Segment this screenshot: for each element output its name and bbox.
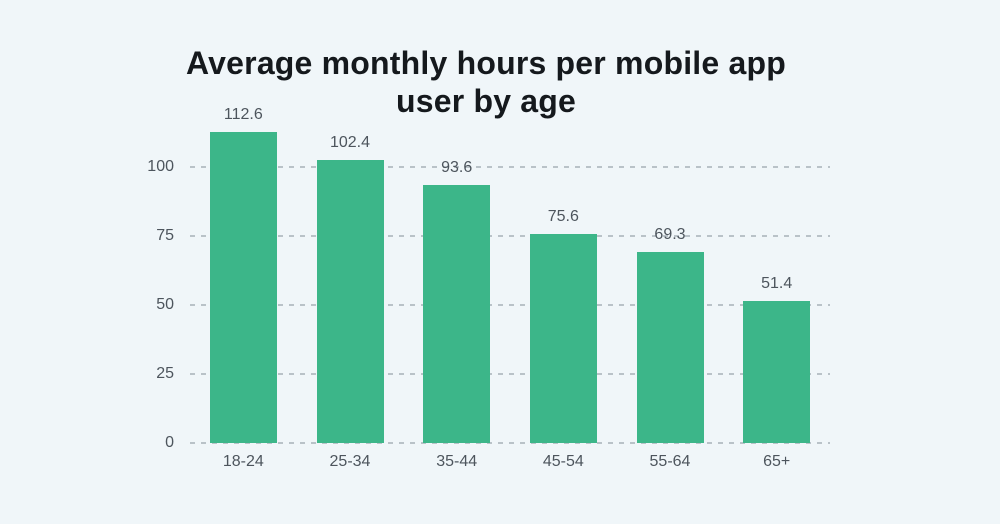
bar-35-44: [423, 184, 491, 443]
y-axis-tick-label: 75: [156, 227, 174, 244]
bar-value-label: 75.6: [547, 208, 579, 226]
x-axis-category-label: 45-54: [542, 453, 584, 470]
bar-value-label: 112.6: [223, 106, 263, 124]
y-axis-tick-label: 50: [156, 296, 174, 313]
bar-18-24: [209, 132, 277, 443]
chart-title-line-1: Average monthly hours per mobile app: [186, 45, 786, 81]
bar-value-label: 69.3: [654, 225, 686, 243]
chart-title: Average monthly hours per mobile app user…: [0, 44, 972, 120]
bar-65+: [743, 301, 811, 443]
gridline-75: [190, 235, 830, 237]
x-axis-category-label: 35-44: [436, 453, 478, 470]
x-axis-category-label: 25-34: [329, 453, 371, 470]
y-axis-tick-label: 25: [156, 365, 174, 382]
x-axis-category-label: 55-64: [649, 453, 691, 470]
bar-55-64: [636, 251, 704, 443]
gridline-100: [190, 166, 830, 168]
bar-value-label: 102.4: [329, 134, 371, 152]
gridline-50: [190, 304, 830, 306]
bar-25-34: [316, 160, 384, 443]
gridline-0: [190, 442, 830, 444]
y-axis-tick-label: 0: [165, 434, 174, 451]
y-axis-tick-label: 100: [147, 158, 174, 175]
bar-value-label: 93.6: [441, 158, 473, 176]
x-axis-category-label: 65+: [763, 453, 791, 470]
bar-45-54: [529, 234, 597, 443]
gridline-25: [190, 373, 830, 375]
x-axis-category-label: 18-24: [222, 453, 264, 470]
bar-value-label: 51.4: [761, 275, 793, 293]
chart-title-line-2: user by age: [395, 83, 577, 119]
